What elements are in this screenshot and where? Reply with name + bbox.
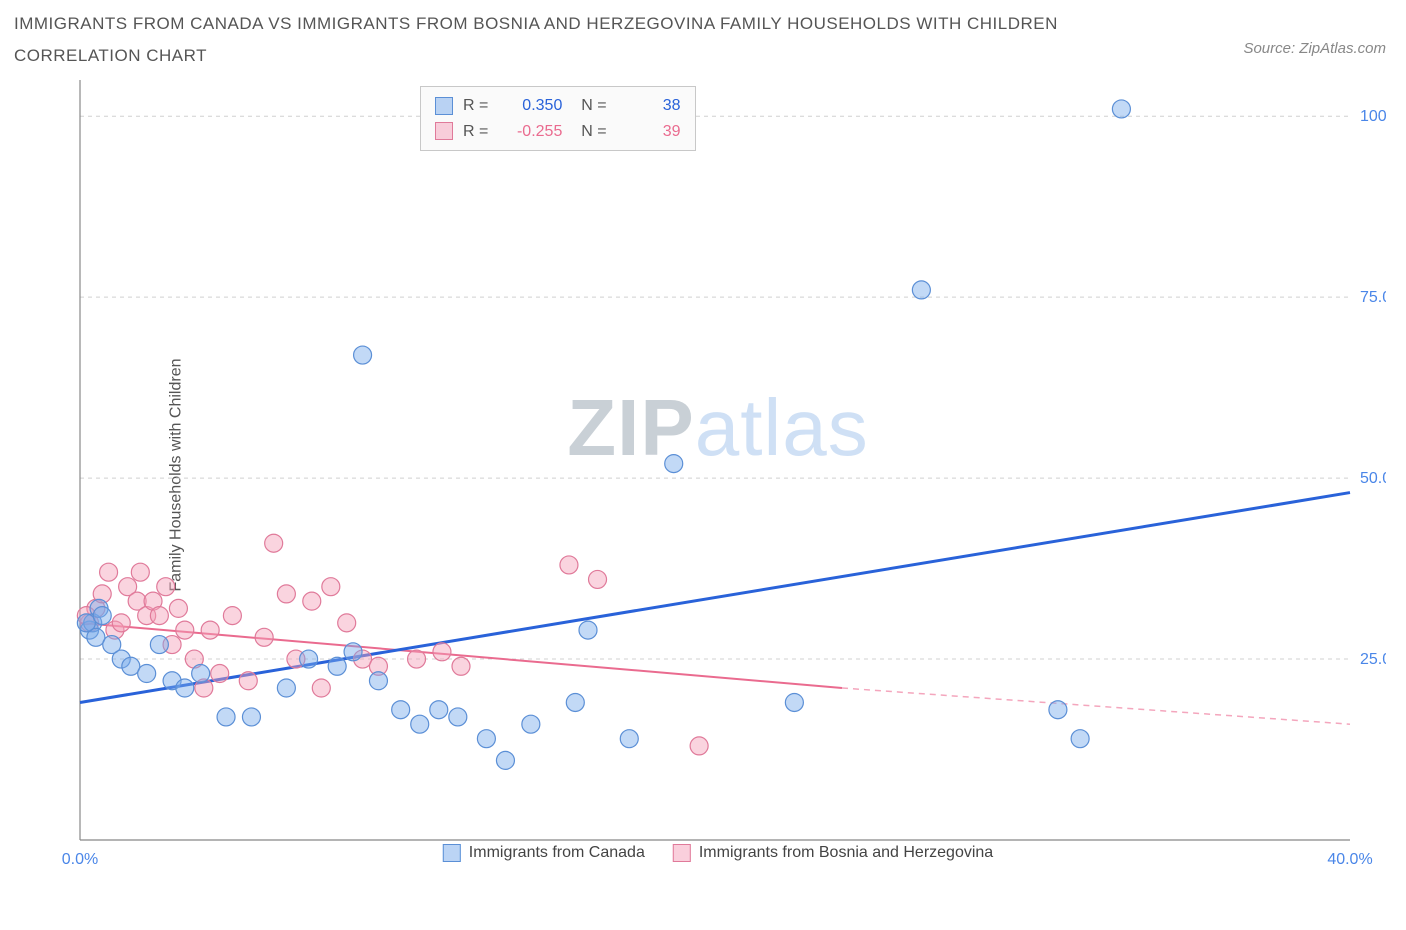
correlation-stats-box: R = 0.350 N = 38 R = -0.255 N = 39 xyxy=(420,86,696,151)
stats-row-blue: R = 0.350 N = 38 xyxy=(435,93,681,119)
legend-label-pink: Immigrants from Bosnia and Herzegovina xyxy=(699,844,993,862)
svg-text:75.0%: 75.0% xyxy=(1360,289,1386,306)
chart-area: Family Households with Children 25.0%50.… xyxy=(50,80,1386,870)
swatch-blue-icon xyxy=(443,844,461,862)
stat-n-value-blue: 38 xyxy=(617,93,681,119)
stat-r-label: R = xyxy=(463,119,488,145)
stat-n-label: N = xyxy=(572,119,606,145)
title-line-2: CORRELATION CHART xyxy=(14,40,1058,72)
svg-text:25.0%: 25.0% xyxy=(1360,651,1386,668)
scatter-plot: 25.0% 50.0% 75.0% 100.0% 0.0% 40.0% xyxy=(50,80,1386,870)
legend-label-blue: Immigrants from Canada xyxy=(469,844,645,862)
stat-r-label: R = xyxy=(463,93,488,119)
svg-text:50.0%: 50.0% xyxy=(1360,470,1386,487)
stat-n-label: N = xyxy=(572,93,606,119)
series-legend: Immigrants from Canada Immigrants from B… xyxy=(443,844,993,862)
swatch-pink-icon xyxy=(673,844,691,862)
chart-title: IMMIGRANTS FROM CANADA VS IMMIGRANTS FRO… xyxy=(14,8,1058,73)
svg-text:40.0%: 40.0% xyxy=(1327,851,1372,868)
swatch-pink-icon xyxy=(435,122,453,140)
legend-item-pink: Immigrants from Bosnia and Herzegovina xyxy=(673,844,993,862)
title-line-1: IMMIGRANTS FROM CANADA VS IMMIGRANTS FRO… xyxy=(14,8,1058,40)
source-attribution: Source: ZipAtlas.com xyxy=(1243,40,1386,57)
swatch-blue-icon xyxy=(435,97,453,115)
stat-r-value-blue: 0.350 xyxy=(498,93,562,119)
svg-text:100.0%: 100.0% xyxy=(1360,108,1386,125)
svg-text:0.0%: 0.0% xyxy=(62,851,98,868)
stats-row-pink: R = -0.255 N = 39 xyxy=(435,119,681,145)
stat-r-value-pink: -0.255 xyxy=(498,119,562,145)
stat-n-value-pink: 39 xyxy=(617,119,681,145)
legend-item-blue: Immigrants from Canada xyxy=(443,844,645,862)
